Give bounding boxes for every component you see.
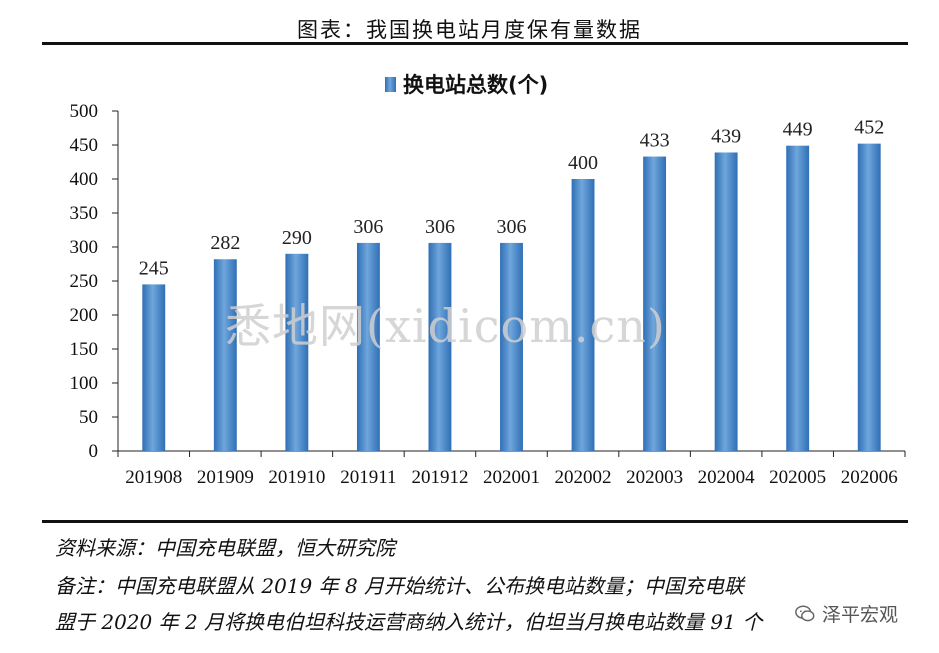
- legend-label: 换电站总数(个): [403, 73, 548, 97]
- data-label: 306: [425, 216, 455, 238]
- bar: [142, 284, 166, 451]
- y-tick-label: 450: [70, 135, 99, 156]
- bar: [857, 143, 881, 451]
- data-label: 282: [210, 232, 240, 254]
- bar: [571, 179, 595, 451]
- source-note: 资料来源：中国充电联盟，恒大研究院: [55, 536, 395, 560]
- y-tick-label: 0: [89, 441, 99, 462]
- y-tick-label: 200: [70, 305, 99, 326]
- y-tick-label: 100: [70, 373, 99, 394]
- x-tick-label: 201908: [125, 467, 182, 488]
- x-tick-label: 202004: [698, 467, 756, 488]
- figure-title: 图表：我国换电站月度保有量数据: [297, 18, 642, 42]
- data-label: 290: [282, 227, 312, 249]
- bar: [285, 253, 309, 451]
- data-label: 306: [497, 216, 527, 238]
- bar: [786, 145, 810, 451]
- y-tick-label: 50: [79, 407, 98, 428]
- x-tick-label: 201912: [411, 467, 468, 488]
- data-label: 452: [854, 117, 884, 139]
- remark-line-2: 盟于 2020 年 2 月将换电伯坦科技运营商纳入统计，伯坦当月换电站数量 91…: [55, 610, 763, 634]
- bottom-rule: [42, 520, 908, 523]
- legend-swatch: [385, 77, 396, 92]
- bar: [643, 156, 667, 451]
- data-label: 400: [568, 152, 598, 174]
- y-tick-label: 350: [70, 203, 99, 224]
- bar: [428, 242, 452, 451]
- y-tick-label: 300: [70, 237, 99, 258]
- brand-name: 泽平宏观: [822, 604, 899, 626]
- x-tick-label: 201909: [197, 467, 254, 488]
- wechat-icon: [795, 604, 815, 621]
- watermark: 悉地网(xidicom.cn): [225, 299, 666, 353]
- remark-line-1: 备注：中国充电联盟从 2019 年 8 月开始统计、公布换电站数量；中国充电联: [55, 574, 745, 598]
- y-tick-label: 500: [70, 101, 99, 122]
- bar: [213, 259, 237, 451]
- x-tick-label: 202002: [555, 467, 612, 488]
- data-label: 245: [139, 257, 169, 279]
- y-tick-label: 250: [70, 271, 99, 292]
- x-tick-label: 202001: [483, 467, 540, 488]
- x-tick-label: 201910: [268, 467, 325, 488]
- y-tick-label: 400: [70, 169, 99, 190]
- bar: [356, 242, 380, 451]
- bar-chart: 换电站总数(个) 0 50 100 150 200 250 300 350 400 450 500 24…: [70, 73, 906, 488]
- data-label: 439: [711, 125, 741, 147]
- top-rule: [42, 42, 908, 45]
- y-tick-label: 150: [70, 339, 99, 360]
- x-tick-label: 202005: [769, 467, 826, 488]
- x-tick-label: 202006: [841, 467, 898, 488]
- data-label: 449: [783, 119, 813, 141]
- x-tick-label: 202003: [626, 467, 683, 488]
- data-label: 433: [640, 130, 670, 152]
- brand-badge: 泽平宏观: [790, 598, 903, 629]
- x-tick-label: 201911: [340, 467, 396, 488]
- data-label: 306: [353, 216, 383, 238]
- bar: [500, 242, 523, 451]
- bar: [714, 152, 738, 452]
